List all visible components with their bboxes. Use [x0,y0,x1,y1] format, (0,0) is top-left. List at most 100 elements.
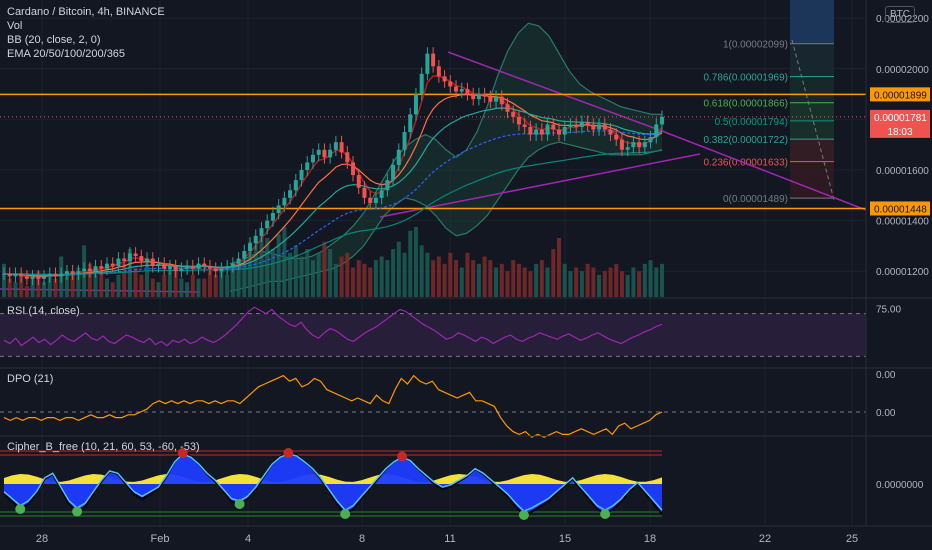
candle-body [597,124,602,130]
candle-body [631,142,636,148]
rsi-legend[interactable]: RSI (14, close) [7,305,80,317]
volume-bar [482,256,487,297]
candle-body [219,268,224,272]
volume-bar [431,260,436,297]
candle-body [242,250,247,259]
volume-bar [528,271,533,297]
candle-body [425,53,430,74]
volume-bar [333,263,338,297]
cipher-legend[interactable]: Cipher_B_free (10, 21, 60, 53, -60, -53) [7,441,200,453]
volume-bar [413,227,418,297]
volume-bar [145,260,150,297]
candle-body [528,126,533,135]
volume-bar [328,249,333,297]
volume-bar [225,274,230,297]
volume-bar [2,263,6,297]
volume-bar [230,263,235,297]
candle-body [619,139,624,150]
volume-bar [293,245,298,297]
candle-body [465,89,470,95]
volume-bar [551,249,556,297]
candle-body [265,220,270,229]
candle-body [59,273,64,277]
time-axis[interactable]: 28 Feb 4 8 11 15 18 22 25 [36,533,858,545]
legend-ema[interactable]: EMA 20/50/100/200/365 [7,48,126,60]
candle-body [413,94,418,115]
volume-bar [213,274,218,297]
volume-bar [402,252,407,297]
candle-body [156,263,161,267]
candle-body [339,142,344,153]
volume-bar [162,274,167,297]
volume-bar [42,282,47,297]
candle-body [516,116,521,125]
candle-body [13,273,18,277]
volume-bar [53,278,58,297]
price-axis[interactable]: 0.000022000.000020000.000018000.00001600… [870,14,930,491]
volume-bar [608,267,613,297]
volume-bar [236,260,241,297]
legend-vol[interactable]: Vol [7,20,23,32]
candle-body [385,180,390,191]
candle-body [236,258,241,264]
volume-bar [614,263,619,297]
horizontal-levels [0,93,866,210]
currency-badge[interactable]: BTC [885,6,915,23]
volume-bar [597,274,602,297]
rsi-pane [0,306,866,357]
volume-bar [356,260,361,297]
volume-bar [242,252,247,297]
volume-bar [557,238,562,297]
volume-bar [202,278,207,297]
candle-body [7,273,12,277]
volume-bar [637,271,642,297]
time-tick-label: 15 [559,533,571,545]
volume-bar [425,252,430,297]
candle-body [614,134,619,140]
volume-bar [99,271,104,297]
cipher-sell-dot [177,448,188,458]
candle-body [202,263,207,267]
volume-bar [47,274,52,297]
candle-body [104,263,109,269]
rsi-axis-label: 75.00 [876,304,901,315]
candle-body [42,276,47,279]
price-tick-label: 0.00001600 [876,166,929,177]
volume-bar [93,274,98,297]
candle-body [299,170,304,181]
volume-bar [660,263,664,297]
candle-body [127,253,132,262]
volume-bar [522,267,527,297]
ema-line [3,149,663,275]
dpo-legend[interactable]: DPO (21) [7,373,54,385]
candle-body [488,96,493,102]
volume-bar [379,256,384,297]
volume-bar [391,249,396,297]
volume-bar [339,256,344,297]
time-tick-label: 11 [444,533,455,545]
fibonacci-retracement: 1(0.00002099) 0.786(0.00001969) 0.618(0.00… [703,0,835,205]
legend-bb[interactable]: BB (20, close, 2, 0) [7,34,101,46]
volume-bar [476,263,481,297]
volume-bar [288,252,293,297]
chart-title[interactable]: Cardano / Bitcoin, 4h, BINANCE [7,6,165,18]
candle-body [322,149,327,158]
volume-bar [385,260,390,297]
fib-zone [790,161,834,199]
volume-bar [30,278,35,297]
cipher-buy-dot [518,510,529,520]
volume-bar [368,267,373,297]
candle-body [660,116,664,125]
time-tick-label: 28 [36,533,48,545]
candle-body [328,149,333,158]
time-tick-label: 8 [359,533,365,545]
fib-level-label: 0(0.00001489) [723,194,788,205]
volume-bar [505,271,510,297]
time-tick-label: 22 [759,533,771,545]
candle-body [64,271,69,274]
candle-body [579,121,584,127]
cipher-buy-dot [234,499,245,509]
candle-body [87,268,92,272]
volume-bar [219,267,224,297]
